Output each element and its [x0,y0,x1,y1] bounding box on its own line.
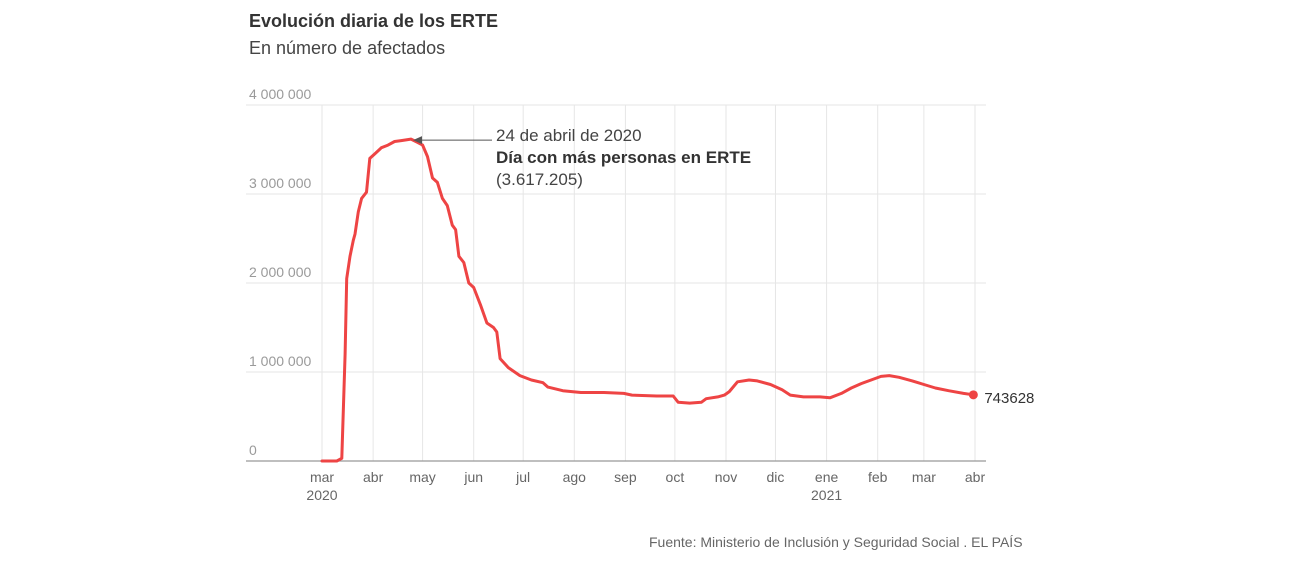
x-tick-year-0: 2020 [306,487,337,503]
source-note: Fuente: Ministerio de Inclusión y Seguri… [649,534,1023,550]
end-point-label: 743628 [984,390,1034,407]
x-tick-label-5: ago [563,469,587,485]
y-tick-label-0: 0 [249,442,257,458]
x-tick-label-4: jul [515,469,530,485]
x-tick-label-8: nov [715,469,738,485]
x-tick-label-11: feb [868,469,888,485]
x-tick-year-10: 2021 [811,487,842,503]
x-tick-label-7: oct [666,469,685,485]
annotation-date-0: 24 de abril de 2020 [496,126,642,145]
y-tick-label-3: 3 000 000 [249,175,311,191]
x-tick-label-0: mar [310,469,334,485]
x-tick-label-1: abr [363,469,384,485]
x-tick-label-6: sep [614,469,637,485]
x-tick-label-2: may [409,469,435,485]
y-tick-label-4: 4 000 000 [249,86,311,102]
x-tick-label-9: dic [767,469,785,485]
x-tick-label-12: mar [912,469,936,485]
annotation-value-0: (3.617.205) [496,170,583,189]
y-tick-label-2: 2 000 000 [249,264,311,280]
x-tick-label-10: ene [815,469,839,485]
x-tick-label-3: jun [463,469,483,485]
chart-title: Evolución diaria de los ERTE [249,11,499,31]
series-line-0 [320,137,975,463]
x-tick-label-13: abr [965,469,986,485]
annotation-title-0: Día con más personas en ERTE [496,148,751,167]
y-tick-label-1: 1 000 000 [249,353,311,369]
chart-subtitle: En número de afectados [249,38,446,58]
end-point-marker [968,390,978,400]
annotation-arrowhead-0 [413,136,423,145]
